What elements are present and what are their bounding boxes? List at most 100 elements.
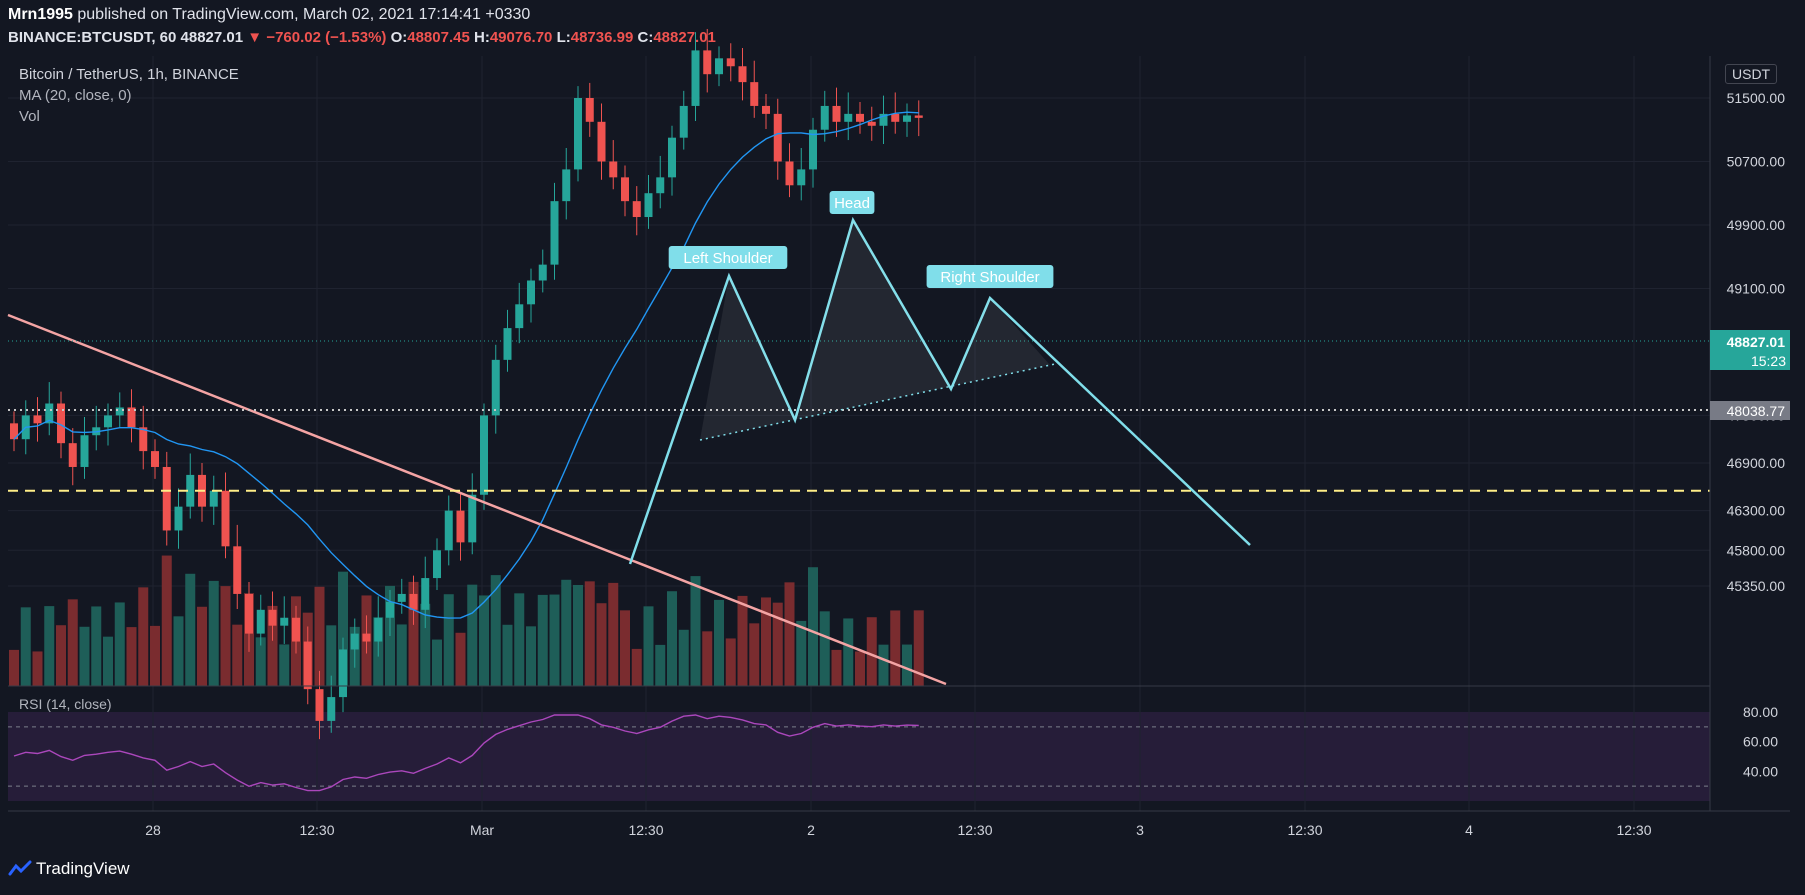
candle-body bbox=[715, 58, 723, 75]
candle-body bbox=[339, 649, 347, 698]
candle-body bbox=[57, 403, 65, 444]
candle-body bbox=[562, 169, 571, 202]
head-label: Head bbox=[834, 195, 870, 212]
time-tick-label: 3 bbox=[1136, 822, 1144, 838]
candle-body bbox=[891, 113, 900, 122]
time-tick-label: 12:30 bbox=[1616, 822, 1651, 838]
downtrend-line bbox=[7, 313, 947, 686]
candle-body bbox=[597, 121, 606, 162]
candle-body bbox=[115, 407, 124, 416]
candle-body bbox=[585, 98, 594, 122]
author[interactable]: Mrn1995 bbox=[8, 6, 73, 23]
candle-body bbox=[292, 617, 300, 642]
candle-body bbox=[386, 601, 394, 618]
volume-bar bbox=[161, 555, 172, 686]
volume-bar bbox=[725, 638, 736, 686]
candle-body bbox=[327, 697, 336, 721]
candle-body bbox=[303, 641, 312, 690]
volume-bar bbox=[208, 580, 219, 686]
volume-bar bbox=[714, 599, 724, 686]
candle-body bbox=[609, 161, 618, 178]
currency-badge[interactable]: USDT bbox=[1725, 64, 1778, 84]
volume-bar bbox=[490, 575, 501, 686]
volume-bar bbox=[150, 625, 160, 686]
price-tick-label: 49900.00 bbox=[1727, 217, 1786, 233]
candle-body bbox=[538, 264, 547, 281]
head-shoulders-pattern bbox=[628, 216, 1251, 565]
tradingview-brand[interactable]: TradingView bbox=[8, 859, 130, 879]
candle-body bbox=[280, 617, 289, 626]
volume-bar bbox=[678, 629, 689, 686]
volume-bar bbox=[819, 611, 830, 686]
change-value: −760.02 (−1.53%) bbox=[266, 29, 387, 46]
time-tick-label: 12:30 bbox=[628, 822, 663, 838]
candle-body bbox=[480, 415, 488, 495]
candle-body bbox=[68, 443, 77, 467]
candle-body bbox=[632, 201, 641, 218]
candle-body bbox=[867, 121, 876, 126]
volume-bar bbox=[91, 606, 102, 686]
volume-bar bbox=[432, 639, 442, 686]
volume-bar bbox=[479, 595, 489, 686]
price-tick-label: 50700.00 bbox=[1727, 153, 1786, 169]
candle-body bbox=[433, 550, 441, 579]
candle-body bbox=[903, 115, 911, 122]
candle-body bbox=[456, 510, 465, 543]
candle-body bbox=[726, 58, 735, 67]
price-tick-label: 45800.00 bbox=[1727, 542, 1786, 558]
volume-bar bbox=[79, 626, 90, 686]
volume-bar bbox=[620, 610, 630, 686]
volume-bar bbox=[396, 624, 407, 686]
candle-body bbox=[856, 113, 864, 122]
volume-bar bbox=[584, 581, 595, 686]
right-shoulder-label-box bbox=[926, 265, 1054, 288]
price-tick-label: 46300.00 bbox=[1727, 503, 1786, 519]
volume-bar bbox=[866, 617, 877, 686]
volume-bar bbox=[890, 610, 901, 686]
volume-bar bbox=[608, 582, 619, 686]
volume-bar bbox=[20, 607, 31, 686]
volume-bar bbox=[902, 644, 912, 686]
time-tick-label: 12:30 bbox=[1287, 822, 1322, 838]
candle-body bbox=[80, 435, 89, 467]
last-price: 48827.01 bbox=[180, 29, 244, 46]
candle-body bbox=[221, 490, 230, 547]
time-tick-label: Mar bbox=[470, 822, 494, 838]
high-value: 49076.70 bbox=[489, 29, 553, 46]
brand-name: TradingView bbox=[36, 859, 130, 878]
ma-legend[interactable]: MA (20, close, 0) bbox=[19, 87, 132, 104]
candle-body bbox=[10, 423, 18, 440]
volume-bar bbox=[784, 582, 795, 686]
volume-bar bbox=[255, 637, 266, 686]
candle-body bbox=[162, 466, 171, 531]
rsi-tick-label: 80.00 bbox=[1743, 704, 1778, 720]
candle-body bbox=[762, 105, 770, 114]
volume-bar bbox=[549, 594, 560, 686]
tradingview-logo-icon bbox=[8, 860, 32, 876]
candle-body bbox=[491, 359, 500, 416]
volume-bar bbox=[843, 618, 854, 686]
close-value: 48827.01 bbox=[653, 29, 716, 46]
volume-bar bbox=[197, 606, 207, 686]
candle-body bbox=[574, 98, 582, 170]
candle-body bbox=[785, 161, 794, 186]
level-price-label: 48038.77 bbox=[1727, 403, 1786, 419]
symbol-title[interactable]: Bitcoin / TetherUS, 1h, BINANCE bbox=[19, 66, 239, 83]
candle-body bbox=[444, 510, 453, 551]
published-text: published on TradingView.com, March 02, … bbox=[77, 6, 531, 23]
rsi-tick-label: 40.00 bbox=[1743, 763, 1778, 779]
volume-bar bbox=[467, 584, 478, 686]
candle-body bbox=[245, 593, 253, 634]
vol-legend[interactable]: Vol bbox=[19, 108, 40, 125]
right-shoulder-label: Right Shoulder bbox=[940, 269, 1039, 286]
level-price-badge bbox=[1710, 401, 1790, 420]
rsi-legend[interactable]: RSI (14, close) bbox=[19, 696, 112, 712]
high-label: H: bbox=[474, 29, 490, 46]
rsi-tick-label: 60.00 bbox=[1743, 734, 1778, 750]
volume-bar bbox=[232, 624, 243, 686]
volume-bar bbox=[667, 591, 677, 686]
volume-bar bbox=[502, 624, 513, 686]
volume-bar bbox=[32, 651, 43, 686]
candle-body bbox=[621, 177, 629, 202]
